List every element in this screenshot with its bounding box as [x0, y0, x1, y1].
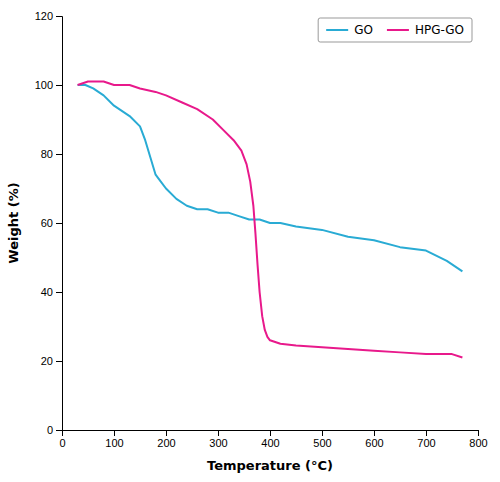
tick-mark — [426, 430, 427, 436]
tick-label: 500 — [313, 437, 331, 449]
axis-line — [56, 17, 63, 431]
tick: 120 — [35, 10, 62, 22]
legend-frame — [318, 18, 472, 42]
tick-mark — [270, 430, 271, 436]
legend-label: GO — [354, 23, 373, 37]
tick: 40 — [41, 286, 62, 298]
tick: 300 — [209, 430, 227, 449]
tick-mark — [218, 430, 219, 436]
series-line — [78, 82, 463, 358]
tick-mark — [322, 430, 323, 436]
y-axis-title: Weight (%) — [6, 182, 21, 263]
legend-label: HPG-GO — [415, 23, 464, 37]
tick-label: 700 — [417, 437, 435, 449]
tick: 100 — [35, 79, 62, 91]
series-line — [78, 85, 463, 271]
tick-label: 40 — [41, 286, 53, 298]
tick: 0 — [59, 430, 65, 449]
tick-label: 200 — [157, 437, 175, 449]
tick: 60 — [41, 217, 62, 229]
tick-label: 400 — [261, 437, 279, 449]
tick-label: 0 — [59, 437, 65, 449]
legend-item: GO — [326, 23, 373, 37]
tick-mark — [478, 430, 479, 436]
tick-mark — [56, 223, 62, 224]
tick-mark — [56, 430, 62, 431]
tick-mark — [166, 430, 167, 436]
x-axis: 0 100 200 300 400 500 600 700 800 — [59, 430, 487, 449]
tick: 700 — [417, 430, 435, 449]
tick-mark — [374, 430, 375, 436]
tick-mark — [56, 292, 62, 293]
tick-mark — [56, 154, 62, 155]
tick-label: 20 — [41, 355, 53, 367]
tick: 200 — [157, 430, 175, 449]
tick-label: 800 — [469, 437, 487, 449]
tick-label: 100 — [35, 79, 53, 91]
tick-mark — [56, 85, 62, 86]
tick-mark — [114, 430, 115, 436]
legend-item: HPG-GO — [387, 23, 464, 37]
tick-label: 80 — [41, 148, 53, 160]
y-axis: 0 20 40 60 80 100 120 — [35, 10, 63, 436]
legend-swatch — [387, 29, 409, 31]
tick-label: 120 — [35, 10, 53, 22]
series-group — [78, 82, 463, 358]
tick: 400 — [261, 430, 279, 449]
tick-label: 100 — [105, 437, 123, 449]
tick-label: 600 — [365, 437, 383, 449]
axis-line — [63, 431, 479, 437]
tick: 100 — [105, 430, 123, 449]
x-axis-title: Temperature (°C) — [207, 458, 333, 473]
legend-swatch — [326, 29, 348, 31]
tick-label: 0 — [47, 424, 53, 436]
tick: 0 — [47, 424, 62, 436]
plot: 0 100 200 300 400 500 600 700 800 0 20 40 60 80 100 120… — [6, 10, 488, 473]
tick-mark — [56, 361, 62, 362]
tick: 500 — [313, 430, 331, 449]
chart: 0 100 200 300 400 500 600 700 800 0 20 40 60 80 100 120… — [0, 0, 500, 482]
tick-label: 300 — [209, 437, 227, 449]
tick: 20 — [41, 355, 62, 367]
tick-label: 60 — [41, 217, 53, 229]
tick-mark — [56, 16, 62, 17]
tick: 80 — [41, 148, 62, 160]
legend: GO HPG-GO — [318, 18, 472, 42]
tick: 600 — [365, 430, 383, 449]
tick: 800 — [469, 430, 487, 449]
